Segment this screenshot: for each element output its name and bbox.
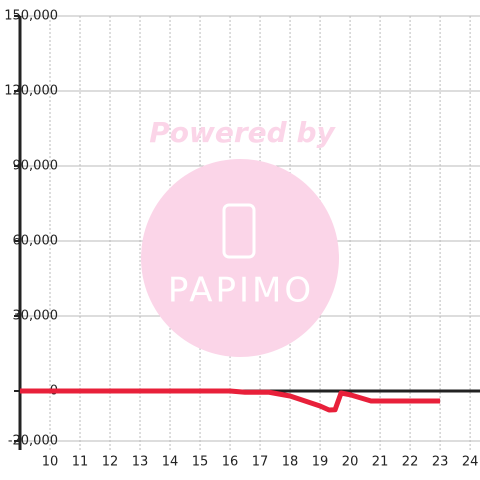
x-tick-label: 16: [222, 455, 239, 470]
y-tick-label: -20,000: [8, 434, 58, 449]
x-tick-label: 10: [42, 455, 59, 470]
watermark-logo: PAPIMO: [168, 271, 314, 311]
x-tick-label: 23: [432, 455, 449, 470]
y-tick-label: 60,000: [13, 234, 59, 249]
x-tick-label: 18: [282, 455, 299, 470]
y-tick-label: 120,000: [4, 84, 58, 99]
x-tick-label: 22: [402, 455, 419, 470]
x-tick-label: 20: [342, 455, 359, 470]
x-tick-label: 12: [102, 455, 119, 470]
x-tick-label: 14: [162, 455, 179, 470]
y-tick-label: 150,000: [4, 9, 58, 24]
y-tick-label: 90,000: [13, 159, 59, 174]
series-line: [20, 388, 441, 413]
x-tick-label: 15: [192, 455, 209, 470]
x-tick-label: 13: [132, 455, 149, 470]
watermark-icon: [222, 203, 256, 259]
y-tick-label: 30,000: [13, 309, 59, 324]
watermark: Powered by PAPIMO: [141, 116, 339, 357]
x-tick-label: 19: [312, 455, 329, 470]
x-tick-label: 11: [72, 455, 89, 470]
watermark-text: Powered by: [149, 116, 336, 149]
x-tick-label: 21: [372, 455, 389, 470]
x-tick-label: 17: [252, 455, 269, 470]
x-tick-label: 24: [462, 455, 479, 470]
